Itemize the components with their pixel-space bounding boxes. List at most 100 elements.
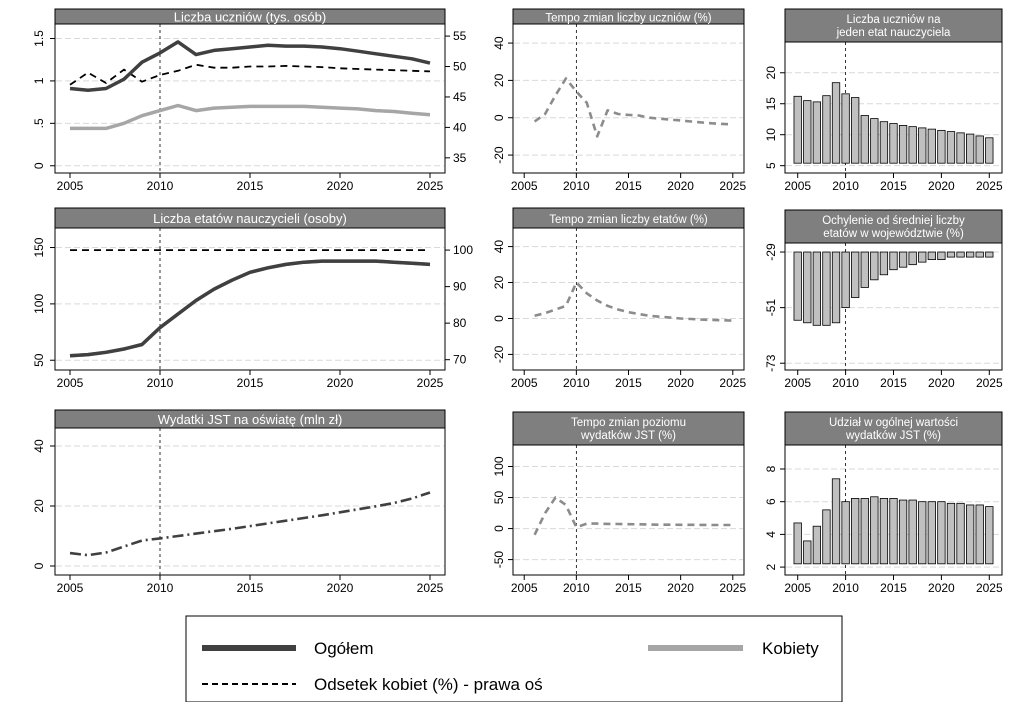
bar [822,95,831,164]
y2-tick-label: 70 [453,353,467,367]
chart-panel-p2: Tempo zmian liczby uczniów (%) -20 0 20 40 20… [492,8,746,193]
x-tick-label: 2005 [784,581,811,595]
series-line-ogolem [69,491,431,557]
series-line-ogolem [69,40,431,92]
legend-kobiety-label: Kobiety [762,639,819,658]
bar [937,251,946,261]
x-tick-label: 2020 [327,179,354,193]
x-tick-label: 2005 [57,581,84,595]
y-tick-label: 15 [764,97,778,111]
y-tick-label: 1.5 [32,30,46,47]
plot-area-p4 [54,207,446,371]
bar [918,501,927,565]
x-tick-label: 2020 [667,179,694,193]
bar [822,509,831,565]
chart-title-line: Liczba etatów nauczycieli (osoby) [153,211,347,226]
x-tick-label: 2010 [832,581,859,595]
bar [793,522,802,565]
x-tick-label: 2025 [719,581,746,595]
chart-title-p8: Tempo zmian poziomu wydatków JST (%) [571,417,686,442]
bar [831,478,841,565]
y-tick-label: 40 [492,240,506,254]
bar [803,100,812,164]
bar [927,501,936,565]
x-tick-label: 2005 [511,179,538,193]
y-tick-label: 20 [492,73,506,87]
bar [793,251,802,321]
title-bar-p5 [512,207,745,229]
bar [879,251,889,276]
chart-panel-p9: Udział w ogólnej wartości wydatków JST (%… [764,411,1003,595]
x-tick-label: 2010 [563,376,590,390]
x-tick-label: 2025 [976,376,1003,390]
series-line-kobiety [70,103,431,131]
chart-title-p6: Ochylenie od średniej liczby etatów w woj… [822,215,965,240]
bar [860,251,869,288]
y2-tick-label: 50 [453,60,467,74]
x-tick-label: 2015 [237,581,264,595]
x-tick-label: 2010 [563,179,590,193]
x-tick-label: 2020 [928,179,955,193]
x-tick-label: 2015 [880,581,907,595]
x-tick-label: 2010 [147,581,174,595]
bar [851,251,860,298]
bar [870,251,879,281]
x-tick-label: 2020 [667,376,694,390]
x-tick-label: 2015 [615,376,642,390]
bar [803,540,812,565]
x-tick-label: 2025 [976,581,1003,595]
plot-area-p2 [512,8,745,174]
x-tick-label: 2020 [327,581,354,595]
bar [975,504,984,565]
x-tick-label: 2025 [417,179,444,193]
legend-box [185,615,843,702]
y-tick-label: 0 [492,525,506,532]
x-tick-label: 2015 [880,179,907,193]
chart-title-line: wydatków JST (%) [845,430,941,442]
bar [812,525,822,565]
bar [985,506,994,565]
x-tick-label: 2025 [976,179,1003,193]
y2-tick-label: 35 [453,151,467,165]
title-bar-p1 [54,8,446,25]
bar [812,101,822,164]
y2-tick-label: 40 [453,120,467,134]
chart-panel-p5: Tempo zmian liczby etatów (%) -20 0 20 40 200… [492,207,746,390]
y-tick-label: 10 [764,128,778,142]
title-bar-p2 [512,8,745,25]
x-tick-label: 2005 [784,179,811,193]
chart-title-line: Ochylenie od średniej liczby [822,215,965,227]
bar [908,126,917,164]
chart-title-line: Liczba uczniów (tys. osób) [174,10,326,25]
chart-title-line: etatów w województwie (%) [823,228,964,240]
x-tick-label: 2015 [615,581,642,595]
y-tick-label: 5 [764,162,778,169]
x-tick-label: 2010 [832,376,859,390]
series-line-tempo [533,77,733,138]
chart-panel-p4: Liczba etatów nauczycieli (osoby) 50 100 15… [32,207,473,390]
y-tick-label: 6 [764,498,778,505]
chart-title-p3: Liczba uczniów na jeden etat nauczyciela [836,14,951,39]
x-tick-label: 2005 [511,581,538,595]
bar [946,502,956,565]
plot-area-p1 [54,8,446,174]
x-tick-label: 2005 [784,376,811,390]
bar [965,251,975,258]
bar [956,251,965,258]
bar [889,498,898,565]
chart-title-p7: Wydatki JST na oświatę (mln zł) [158,412,343,427]
bar [860,498,869,565]
bar [898,251,908,268]
chart-panel-p7: Wydatki JST na oświatę (mln zł) 0 20 40 2005… [32,409,446,595]
y-tick-label: -29 [764,243,778,261]
bar [889,251,898,271]
chart-title-p2: Tempo zmian liczby uczniów (%) [545,13,711,25]
bar [860,115,869,164]
chart-panel-p6: Ochylenie od średniej liczby etatów w woj… [764,209,1003,390]
y-tick-label: .5 [32,118,46,128]
chart-title-p5: Tempo zmian liczby etatów (%) [549,214,708,226]
y-tick-label: 50 [32,353,46,367]
x-tick-label: 2015 [615,179,642,193]
y2-tick-label: 90 [453,280,467,294]
bar [851,97,860,164]
